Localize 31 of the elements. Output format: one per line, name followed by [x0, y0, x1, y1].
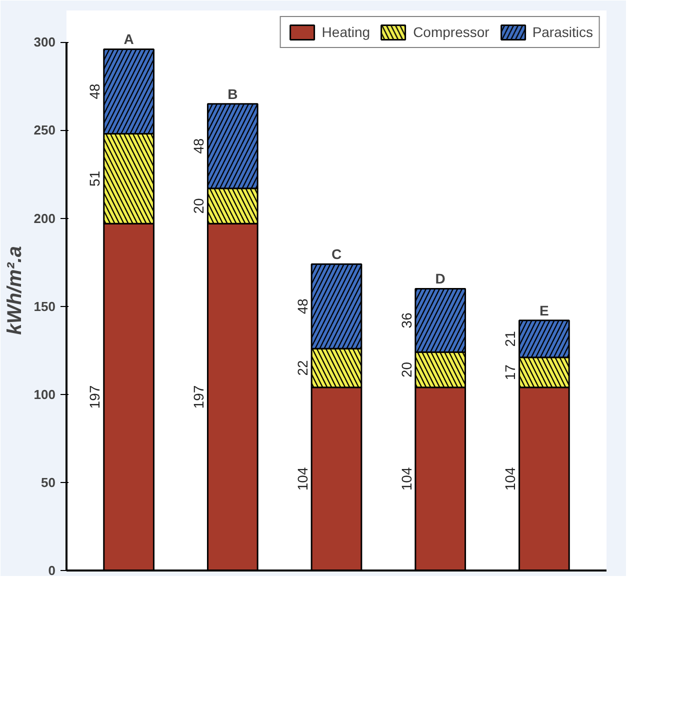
data-label: 20: [398, 362, 414, 378]
y-tick-label: 300: [34, 34, 56, 50]
y-tick-label: 50: [41, 474, 56, 490]
data-label: 22: [294, 360, 310, 376]
data-label: 17: [502, 364, 518, 380]
y-tick-label: 250: [34, 122, 56, 138]
x-tick-label: C: [331, 246, 342, 262]
y-tick-label: 0: [48, 563, 56, 578]
x-tick-label: D: [435, 270, 446, 287]
legend-label: Heating: [322, 24, 370, 40]
x-tick-label: A: [124, 31, 134, 48]
data-label: 104: [294, 467, 310, 491]
data-label: 48: [86, 84, 103, 100]
data-label: 48: [294, 298, 310, 314]
data-label: 104: [502, 467, 518, 491]
data-label: 197: [190, 385, 207, 409]
y-tick-label: 100: [34, 386, 56, 402]
legend-label: Compressor: [413, 24, 490, 40]
y-axis-title: kWh/m².a: [4, 246, 26, 335]
x-tick-label: B: [228, 86, 238, 102]
y-tick-label: 200: [34, 210, 56, 226]
legend-label: Parasitics: [532, 24, 593, 40]
data-label: 48: [190, 138, 207, 154]
data-label: 20: [190, 198, 207, 214]
data-label: 197: [86, 385, 103, 409]
data-label: 104: [398, 467, 414, 491]
data-label: 21: [502, 330, 518, 347]
x-tick-label: E: [540, 302, 549, 318]
y-tick-label: 150: [34, 298, 56, 314]
data-label: 36: [398, 312, 414, 328]
data-label: 51: [86, 170, 103, 186]
